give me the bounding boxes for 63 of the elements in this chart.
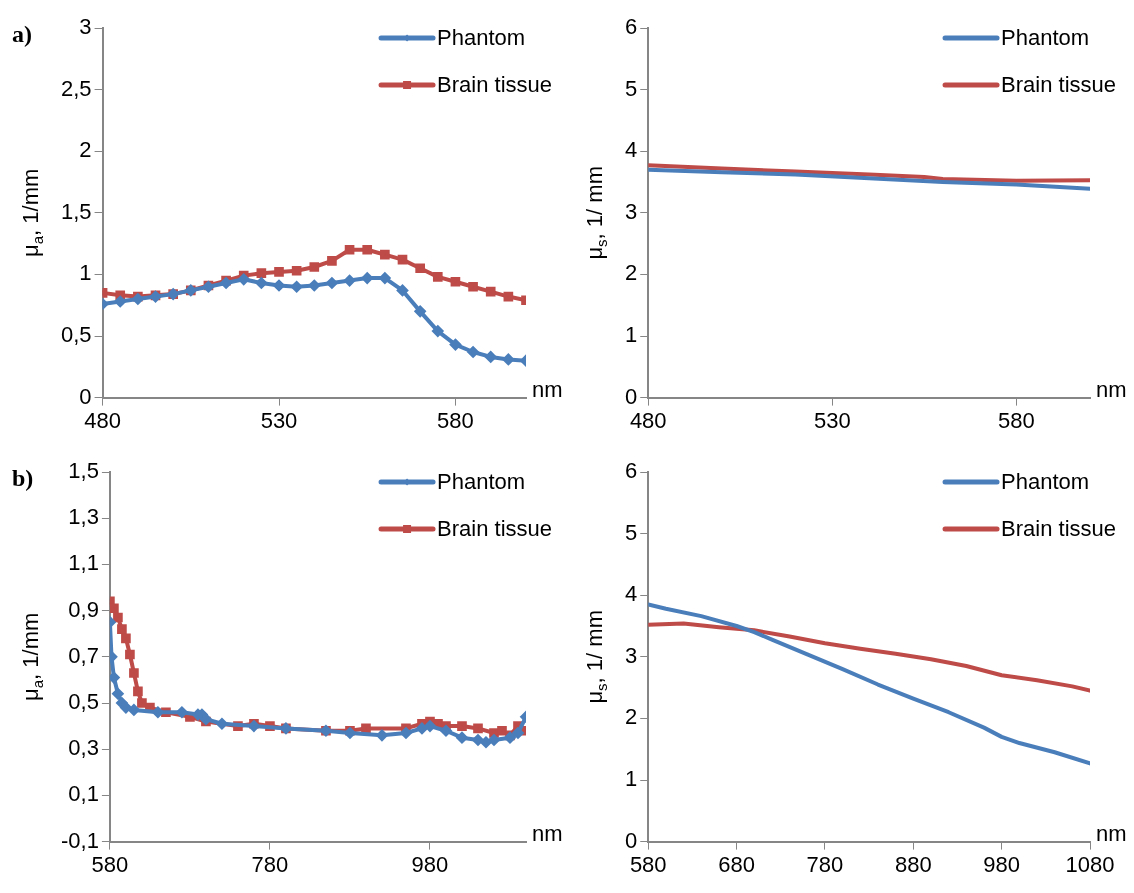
- y-tick-label: 2: [624, 704, 638, 730]
- x-tick-label: 530: [813, 407, 851, 433]
- y-tick-label: 0: [624, 383, 638, 409]
- legend-label: Brain tissue: [437, 516, 553, 542]
- x-tick-label: 980: [411, 851, 449, 877]
- y-tick-label: 1: [624, 766, 638, 792]
- x-tick-label: 580: [998, 407, 1035, 433]
- y-tick-label: 2: [624, 260, 638, 286]
- y-tick-label: 1,5: [68, 458, 99, 484]
- y-tick-label: 4: [624, 581, 638, 607]
- y-tick-label: 6: [624, 14, 638, 40]
- legend-label: Phantom: [1001, 469, 1090, 495]
- x-axis-title: nm: [1096, 376, 1127, 402]
- y-tick-label: 2: [79, 137, 92, 163]
- y-tick-label: 5: [624, 75, 638, 101]
- x-tick-label: 680: [718, 851, 755, 877]
- legend-label: Brain tissue: [437, 72, 553, 98]
- x-axis-title: nm: [1096, 820, 1127, 846]
- y-tick-label: 3: [624, 642, 638, 668]
- legend-label: Phantom: [1001, 25, 1090, 51]
- chart-title: a): [12, 21, 32, 48]
- y-tick-label: 0,1: [68, 781, 99, 807]
- y-tick-label: 1,3: [68, 504, 99, 530]
- x-tick-label: 780: [806, 851, 844, 877]
- x-tick-label: 1080: [1065, 851, 1115, 877]
- legend-label: Phantom: [437, 25, 526, 51]
- y-tick-label: 1: [79, 260, 92, 286]
- y-tick-label: 1,5: [60, 198, 92, 224]
- x-tick-label: 480: [629, 407, 667, 433]
- y-tick-label: 0,5: [68, 689, 99, 715]
- y-tick-label: 0,7: [68, 642, 99, 668]
- y-tick-label: -0,1: [60, 827, 99, 853]
- x-tick-label: 980: [983, 851, 1021, 877]
- y-tick-label: 0: [79, 383, 92, 409]
- legend-label: Brain tissue: [1001, 516, 1117, 542]
- y-tick-label: 1,1: [68, 550, 99, 576]
- y-axis-title: μa, 1/mm: [18, 168, 47, 257]
- y-tick-label: 0,3: [68, 735, 99, 761]
- x-tick-label: 480: [84, 407, 121, 433]
- y-axis-title: μs, 1/ mm: [582, 610, 611, 704]
- x-tick-label: 880: [894, 851, 932, 877]
- x-tick-label: 780: [251, 851, 289, 877]
- y-tick-label: 4: [624, 137, 638, 163]
- y-tick-label: 1: [624, 322, 638, 348]
- y-tick-label: 6: [624, 458, 638, 484]
- x-axis-title: nm: [532, 376, 563, 402]
- y-axis-title: μs, 1/ mm: [582, 166, 611, 260]
- y-axis-title: μa, 1/mm: [18, 612, 47, 701]
- y-tick-label: 2,5: [60, 75, 92, 101]
- legend-label: Phantom: [437, 469, 526, 495]
- y-tick-label: 0,9: [68, 596, 99, 622]
- y-tick-label: 0,5: [60, 322, 92, 348]
- x-axis-title: nm: [532, 820, 563, 846]
- x-tick-label: 580: [91, 851, 129, 877]
- y-tick-label: 3: [79, 14, 92, 40]
- x-tick-label: 580: [437, 407, 474, 433]
- x-tick-label: 530: [260, 407, 298, 433]
- legend-label: Brain tissue: [1001, 72, 1117, 98]
- y-tick-label: 5: [624, 519, 638, 545]
- y-tick-label: 0: [624, 827, 638, 853]
- chart-title: b): [12, 465, 34, 492]
- y-tick-label: 3: [624, 198, 638, 224]
- x-tick-label: 580: [629, 851, 667, 877]
